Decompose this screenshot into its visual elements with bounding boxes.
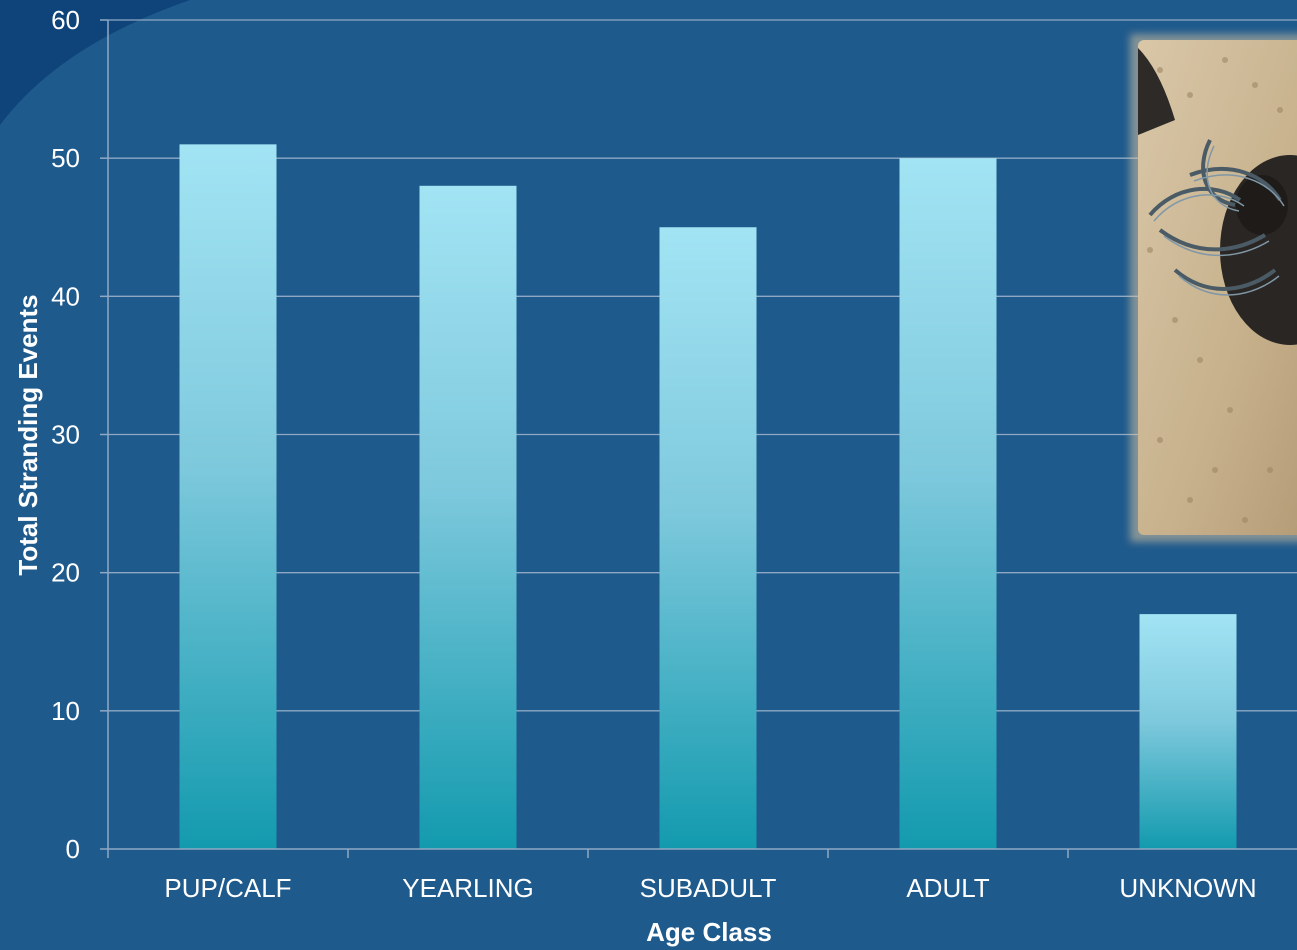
x-tick-label: PUP/CALF xyxy=(164,873,291,903)
y-tick-labels: 0 10 20 30 40 50 60 xyxy=(51,5,80,864)
y-axis-title: Total Stranding Events xyxy=(13,294,43,575)
x-tick-label: YEARLING xyxy=(402,873,534,903)
corner-accent xyxy=(0,0,190,125)
y-tick-label: 10 xyxy=(51,696,80,726)
x-tick-labels: PUP/CALF YEARLING SUBADULT ADULT UNKNOWN xyxy=(164,873,1256,903)
axes xyxy=(100,19,1297,858)
bar-subadult xyxy=(659,227,757,849)
bar-pup-calf xyxy=(179,144,277,850)
y-tick-label: 50 xyxy=(51,143,80,173)
x-tick-label: SUBADULT xyxy=(640,873,777,903)
bar-yearling xyxy=(419,185,517,850)
x-tick-label: UNKNOWN xyxy=(1119,873,1256,903)
y-tick-label: 40 xyxy=(51,281,80,311)
x-axis-title: Age Class xyxy=(646,917,772,947)
x-tick-label: ADULT xyxy=(906,873,989,903)
bar-adult xyxy=(899,158,997,849)
entangled-seal-on-beach-photo xyxy=(1130,34,1297,542)
bar-unknown xyxy=(1139,614,1237,849)
y-tick-label: 20 xyxy=(51,558,80,588)
y-tick-label: 0 xyxy=(66,834,80,864)
bars xyxy=(179,144,1237,850)
y-tick-label: 60 xyxy=(51,5,80,35)
y-tick-label: 30 xyxy=(51,420,80,450)
